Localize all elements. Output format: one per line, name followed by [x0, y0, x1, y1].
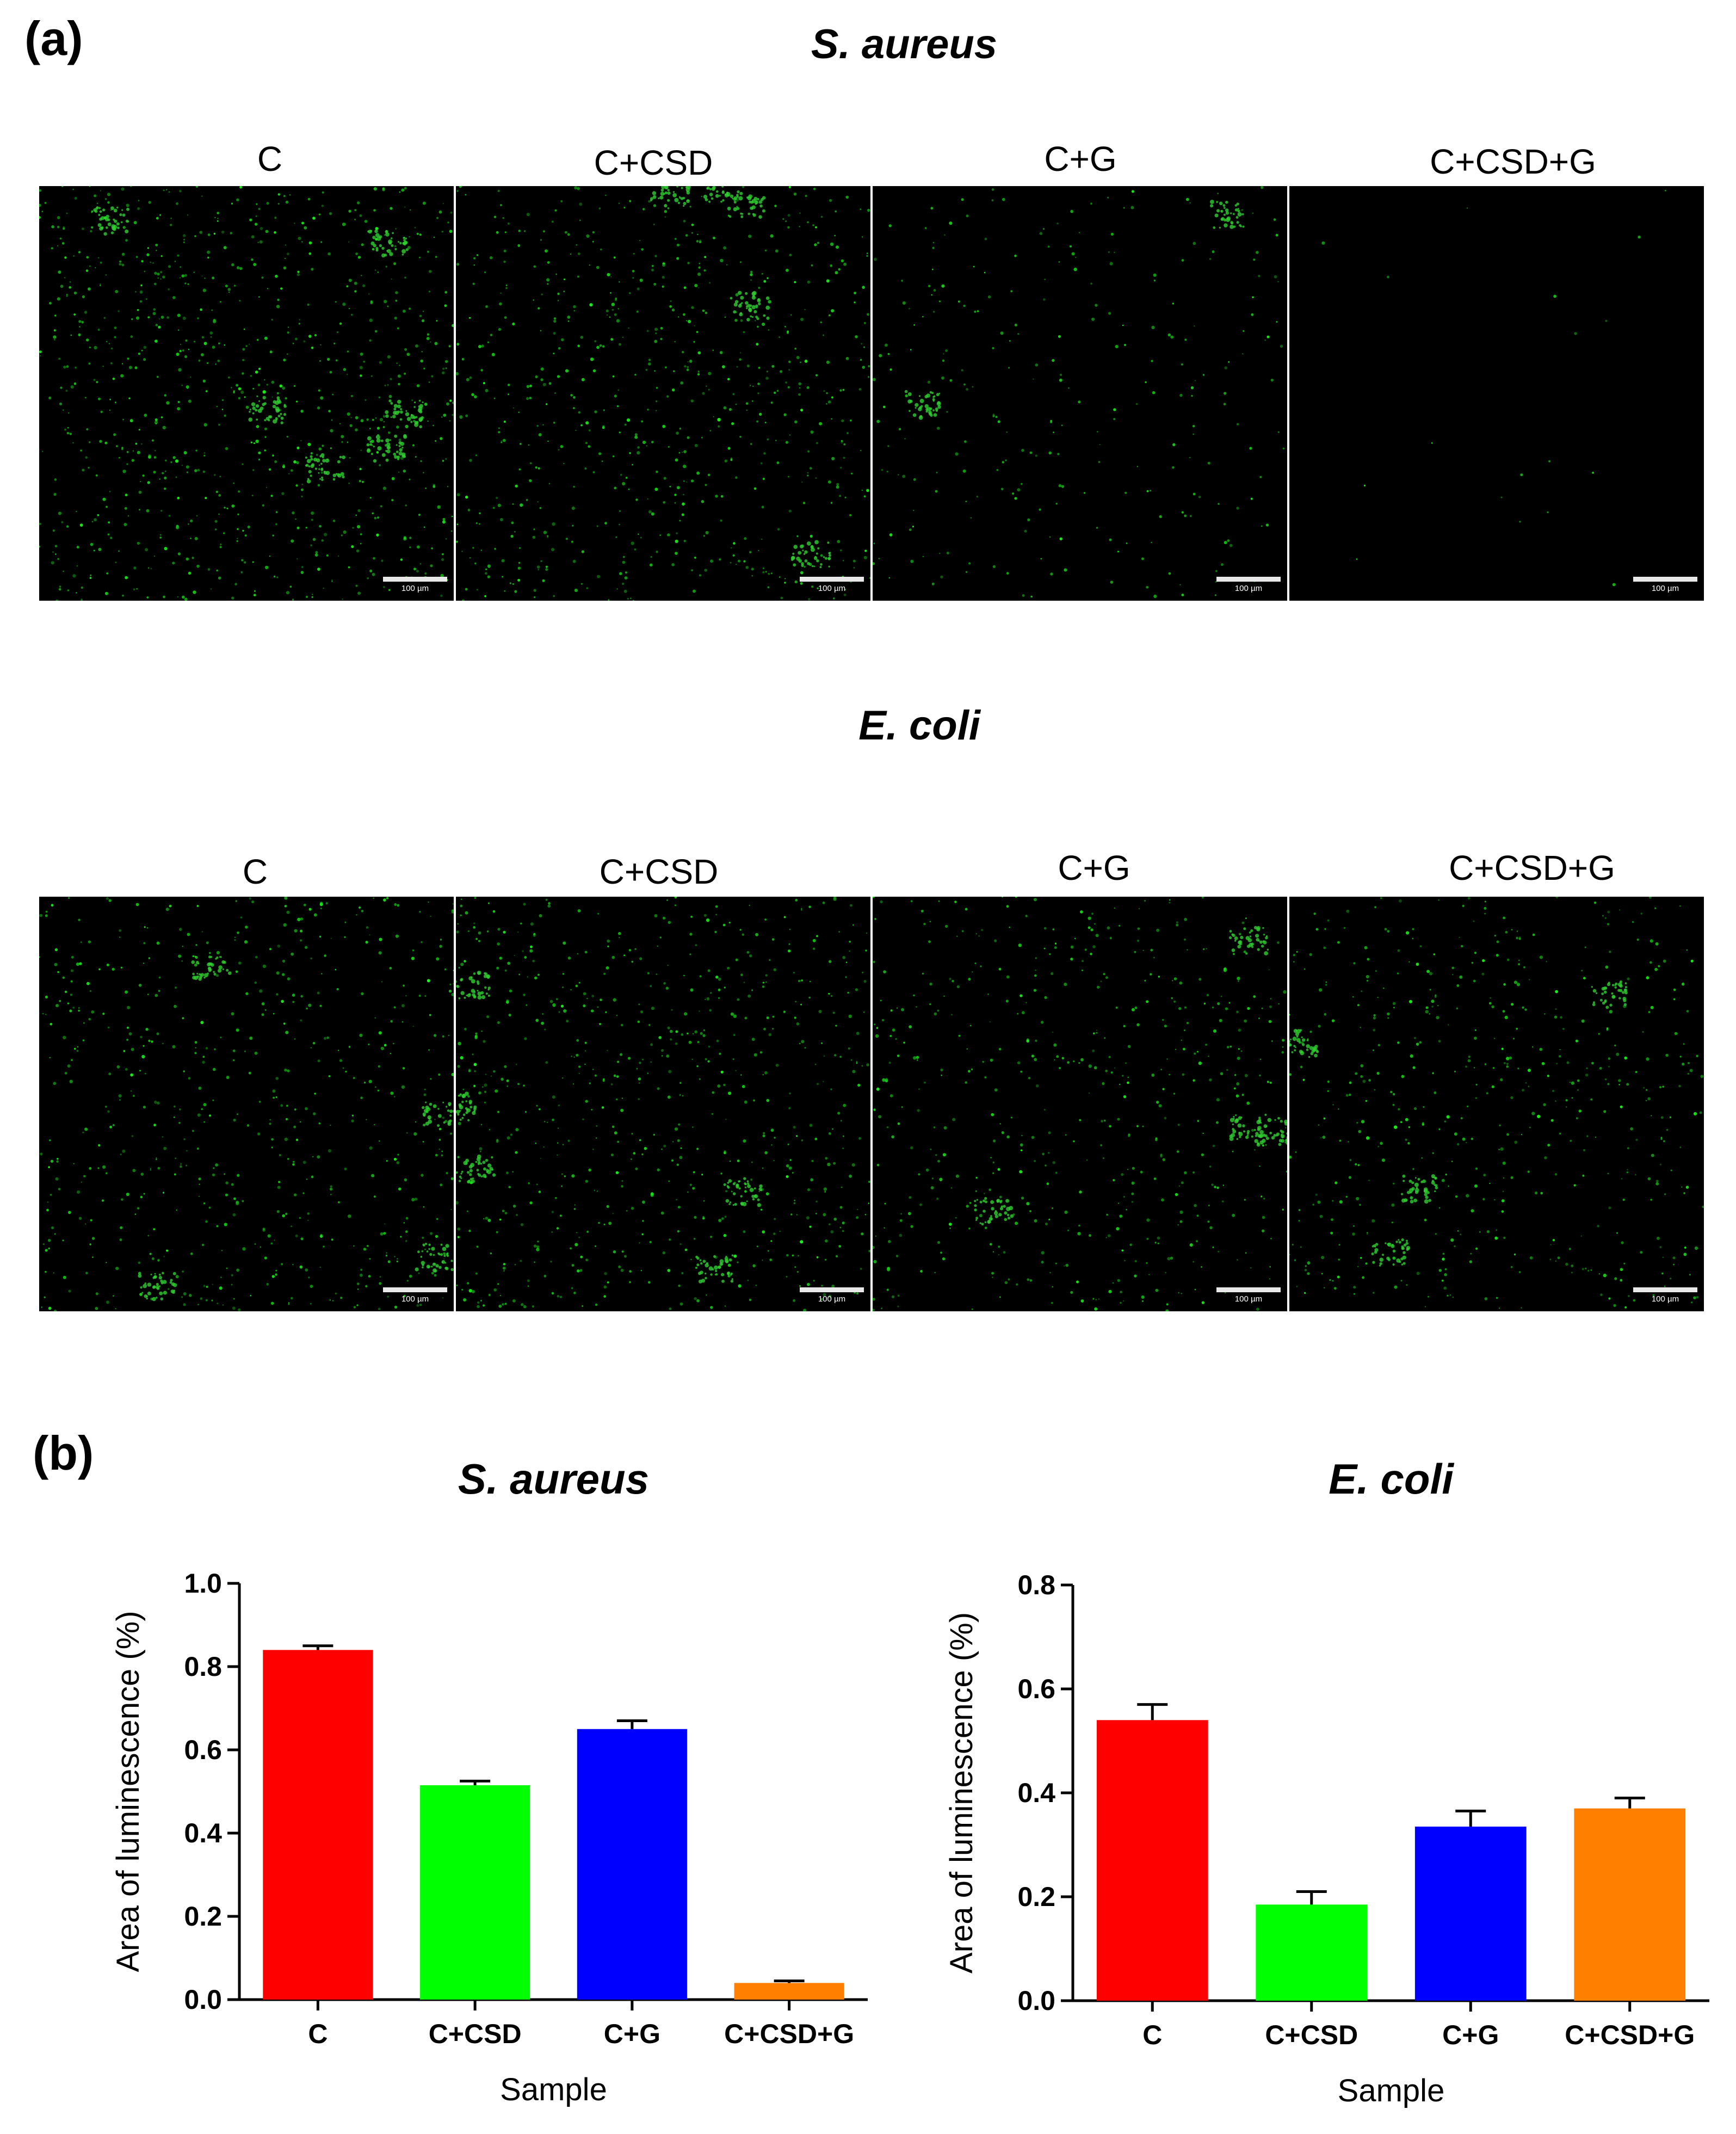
image-title: C+CSD+G: [1449, 848, 1615, 887]
y-tick-label: 0.8: [1017, 1570, 1055, 1600]
scale-bar-label: 100 µm: [1235, 584, 1262, 593]
y-tick-label: 0.4: [184, 1818, 222, 1848]
chart-title: S. aureus: [458, 1458, 649, 1503]
scale-bar-label: 100 µm: [1652, 584, 1679, 593]
y-tick-label: 0.0: [184, 1984, 222, 2015]
x-tick-label: C+CSD+G: [1565, 2020, 1695, 2050]
y-tick-label: 1.0: [184, 1568, 222, 1599]
y-tick-label: 0.8: [184, 1651, 222, 1682]
bar: [1096, 1720, 1208, 2001]
micrograph-image: 100 µm: [873, 186, 1285, 599]
x-axis-label: Sample: [500, 2072, 607, 2107]
micrograph-image: 100 µm: [456, 186, 870, 601]
scale-bar-label: 100 µm: [818, 1294, 845, 1304]
bar: [1256, 1904, 1368, 2001]
image-title: C+CSD+G: [1430, 142, 1596, 181]
scale-bar-label: 100 µm: [818, 584, 845, 593]
organism-title-s-aureus: S. aureus: [811, 21, 998, 67]
x-tick-label: C+CSD: [1265, 2020, 1358, 2050]
image-title: C+CSD: [599, 852, 719, 891]
micrograph-image: 100 µm: [39, 897, 454, 1311]
micrograph-s-aureus-c-csd-g: 100 µm: [1289, 186, 1704, 601]
micrograph-s-aureus-c-csd: 100 µm: [456, 186, 870, 601]
scale-bar-label: 100 µm: [401, 584, 429, 593]
micrograph-image: 100 µm: [1289, 897, 1704, 1309]
micrograph-image: 100 µm: [1321, 189, 1697, 593]
bar-chart-s-aureus: S. aureus 0.0 0.2 0.4 0.6 0.8 1.0 Area of lumin…: [110, 1458, 868, 2107]
x-tick-label: C: [308, 2019, 328, 2049]
y-tick-label: 0.2: [184, 1901, 222, 1932]
bar: [263, 1650, 373, 2000]
y-tick-label: 0.0: [1017, 1985, 1055, 2016]
y-axis-label: Area of luminescence (%): [110, 1611, 146, 1972]
micrograph-image: 100 µm: [39, 186, 454, 601]
x-tick-label: C+G: [604, 2019, 660, 2049]
bar: [734, 1983, 844, 2000]
panel-b-label: (b): [33, 1426, 94, 1480]
scale-bar-label: 100 µm: [1235, 1294, 1262, 1304]
bar-chart-e-coli: E. coli 0.0 0.2 0.4 0.6 0.8 Area of luminescen…: [944, 1458, 1709, 2108]
micrograph-e-coli-c: 100 µm: [39, 897, 454, 1311]
y-tick-label: 0.2: [1017, 1882, 1055, 1912]
micrograph-e-coli-c-csd-g: 100 µm: [1289, 897, 1704, 1311]
bar: [420, 1785, 530, 2000]
y-tick-label: 0.4: [1017, 1778, 1055, 1808]
scale-bar-label: 100 µm: [401, 1294, 429, 1304]
image-title: C+G: [1044, 139, 1117, 178]
scale-bar-label: 100 µm: [1652, 1294, 1679, 1304]
bar: [1574, 1808, 1686, 2001]
x-tick-label: C+CSD: [429, 2019, 522, 2049]
bar: [577, 1729, 687, 2000]
panel-a-label: (a): [24, 11, 83, 65]
micrograph-s-aureus-c-g: 100 µm: [873, 186, 1287, 601]
y-axis-label: Area of luminescence (%): [944, 1612, 979, 1973]
y-tick-label: 0.6: [1017, 1674, 1055, 1704]
x-tick-label: C+CSD+G: [724, 2019, 854, 2049]
micrograph-e-coli-c-g: 100 µm: [873, 897, 1287, 1311]
x-tick-label: C: [1142, 2020, 1162, 2050]
organism-title-e-coli: E. coli: [858, 702, 980, 749]
x-tick-label: C+G: [1442, 2020, 1499, 2050]
x-axis-label: Sample: [1338, 2073, 1445, 2108]
bar: [1414, 1827, 1527, 2001]
image-title: C+CSD: [594, 143, 713, 182]
image-title: C: [257, 139, 283, 178]
micrograph-e-coli-c-csd: 100 µm: [456, 897, 870, 1311]
micrograph-image: 100 µm: [873, 897, 1287, 1311]
micrograph-image: 100 µm: [456, 897, 870, 1311]
image-title: C: [242, 852, 268, 891]
image-title: C+G: [1058, 848, 1130, 887]
y-tick-label: 0.6: [184, 1735, 222, 1765]
chart-title: E. coli: [1329, 1458, 1454, 1503]
micrograph-s-aureus-c: 100 µm: [39, 186, 454, 601]
